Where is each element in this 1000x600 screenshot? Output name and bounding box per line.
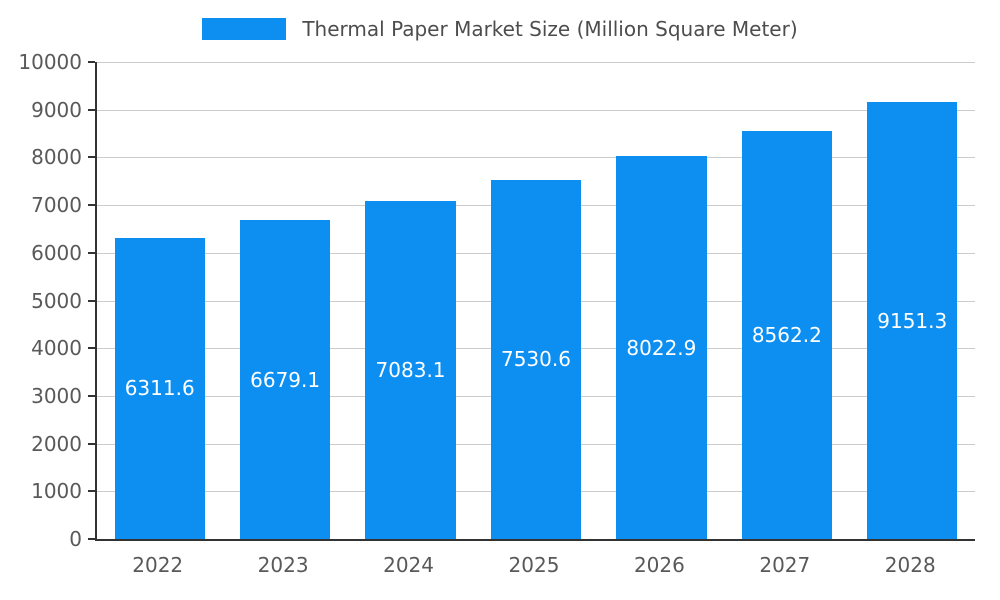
y-tick-label: 5000 — [31, 288, 82, 313]
bar-slot: 7083.1 — [348, 62, 473, 539]
y-tick-mark — [88, 490, 95, 493]
chart-title: Thermal Paper Market Size (Million Squar… — [302, 17, 798, 41]
gridline — [97, 157, 975, 159]
bar: 7530.6 — [490, 179, 582, 539]
bar-value-label: 7083.1 — [375, 358, 446, 383]
y-tick-label: 2000 — [31, 431, 82, 456]
y-tick-mark — [88, 61, 95, 63]
chart-legend: Thermal Paper Market Size (Million Squar… — [0, 14, 1000, 44]
bar: 8562.2 — [741, 130, 832, 539]
y-tick-mark — [88, 538, 95, 540]
x-tick-label: 2028 — [884, 553, 936, 577]
gridline — [97, 109, 975, 111]
y-tick-label: 3000 — [31, 383, 82, 408]
y-tick-label: 6000 — [31, 240, 82, 265]
x-tick-label: 2023 — [257, 553, 309, 577]
bar-value-label: 8562.2 — [751, 322, 822, 347]
y-tick-mark — [88, 251, 95, 254]
plot-area: 6311.6 6679.1 7083.1 7530.6 8022.9 8562.2 9151… — [88, 61, 975, 541]
bar-slot: 8562.2 — [724, 62, 849, 539]
bar-value-label: 7530.6 — [500, 347, 571, 372]
bar-value-label: 6311.6 — [124, 376, 195, 401]
y-tick-mark — [88, 204, 95, 207]
bar: 8022.9 — [616, 156, 707, 539]
y-tick-mark — [88, 394, 95, 397]
bar-value-label: 9151.3 — [877, 308, 948, 333]
bar: 9151.3 — [867, 102, 958, 539]
x-tick-label: 2026 — [633, 553, 685, 577]
y-tick-label: 4000 — [31, 336, 82, 361]
y-tick-mark — [88, 442, 95, 445]
x-tick-label: 2025 — [508, 553, 560, 577]
bar-value-label: 8022.9 — [626, 335, 697, 360]
bar: 7083.1 — [365, 201, 456, 539]
bar: 6311.6 — [114, 237, 205, 539]
y-tick-label: 7000 — [31, 193, 82, 218]
bars-container: 6311.6 6679.1 7083.1 7530.6 8022.9 8562.2 9151… — [97, 62, 975, 539]
y-tick-label: 10000 — [18, 50, 82, 74]
y-tick-mark — [88, 347, 95, 350]
y-tick-mark — [88, 108, 95, 111]
bar-slot: 6679.1 — [222, 62, 347, 539]
legend-swatch — [202, 18, 287, 40]
x-tick-label: 2027 — [759, 553, 811, 577]
bar-slot: 9151.3 — [850, 62, 975, 539]
x-axis-labels: 2022 2023 2024 2025 2026 2027 2028 — [95, 553, 973, 587]
y-tick-label: 8000 — [31, 145, 82, 170]
x-tick-label: 2024 — [383, 553, 434, 577]
y-tick-label: 1000 — [31, 479, 82, 504]
y-tick-mark — [88, 156, 95, 159]
bar-slot: 7530.6 — [473, 62, 598, 539]
bar-value-label: 6679.1 — [250, 367, 321, 392]
x-tick-label: 2022 — [132, 553, 184, 577]
y-axis-labels: 0 1000 2000 3000 4000 5000 6000 7000 8000 9000 100… — [0, 52, 82, 549]
y-tick-label: 0 — [69, 527, 82, 551]
y-tick-mark — [88, 299, 95, 302]
bar-slot: 8022.9 — [599, 62, 724, 539]
bar-slot: 6311.6 — [97, 62, 222, 539]
y-tick-label: 9000 — [31, 97, 82, 122]
bar: 6679.1 — [239, 220, 331, 539]
gridline — [97, 62, 975, 63]
